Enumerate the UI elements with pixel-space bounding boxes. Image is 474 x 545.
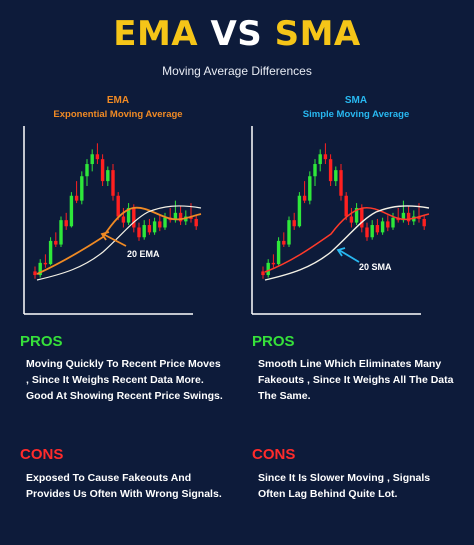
- page-subtitle: Moving Average Differences: [162, 64, 312, 78]
- sma-annotation: 20 SMA: [359, 262, 392, 272]
- ema-chart-header: EMA Exponential Moving Average: [3, 94, 233, 122]
- candle-body: [64, 220, 68, 227]
- ema-arrow: [102, 233, 127, 247]
- sma-candlestick-chart: 20 SMA: [251, 126, 430, 315]
- candle-body: [178, 212, 183, 222]
- candle-body: [380, 221, 385, 233]
- ema-cons-heading: CONS: [20, 446, 64, 463]
- candle-body: [318, 154, 322, 165]
- sma-cons-list: Since It Is Slower Moving , Signals Ofte…: [258, 470, 458, 502]
- candle-body: [80, 176, 84, 201]
- candle-body: [95, 154, 100, 160]
- candle-body: [323, 154, 328, 160]
- candle-body: [308, 176, 312, 201]
- ema-con-item: Exposed To Cause Fakeouts And Provides U…: [26, 472, 222, 500]
- title-sma: SMA: [274, 14, 361, 54]
- candle-body: [137, 227, 141, 238]
- candle-body: [406, 212, 411, 222]
- candle-body: [339, 170, 343, 196]
- sma-cons-heading: CONS: [252, 446, 296, 463]
- candle-body: [43, 262, 48, 265]
- candle-body: [90, 154, 94, 165]
- ema-annotation: 20 EMA: [127, 249, 160, 259]
- page-title: EMA VS SMA: [0, 14, 474, 54]
- ema-cons-list: Exposed To Cause Fakeouts And Provides U…: [26, 470, 226, 502]
- ema-pro-item: Good At Showing Recent Price Swings.: [26, 390, 223, 402]
- sma-heading: SMA: [344, 95, 368, 106]
- candle-body: [261, 271, 265, 276]
- title-vs: VS: [210, 14, 263, 54]
- candle-body: [344, 195, 348, 217]
- candle-body: [48, 240, 53, 265]
- candle-body: [194, 218, 198, 227]
- ema-candles: [33, 143, 198, 279]
- candle-body: [297, 195, 302, 227]
- sma-chart-header: SMA Simple Moving Average: [241, 94, 471, 122]
- candle-body: [328, 159, 333, 182]
- title-ema: EMA: [113, 14, 199, 54]
- candle-body: [132, 207, 136, 228]
- candle-body: [334, 170, 338, 182]
- sma-pros-heading: PROS: [252, 333, 295, 350]
- candle-body: [266, 262, 270, 276]
- candle-body: [54, 240, 58, 245]
- candle-body: [282, 240, 286, 245]
- sma-pros-list: Smooth Line Which Eliminates Many Fakeou…: [258, 356, 458, 404]
- ema-line: [36, 206, 202, 275]
- candle-body: [386, 221, 390, 228]
- candle-body: [417, 216, 421, 219]
- candle-body: [354, 207, 359, 223]
- candle-body: [38, 262, 42, 276]
- sma-line: [264, 205, 430, 281]
- ema-candlestick-chart: 20 EMA: [23, 126, 202, 315]
- candle-body: [74, 195, 79, 201]
- candle-body: [152, 221, 157, 233]
- ema-pros-heading: PROS: [20, 333, 63, 350]
- candle-body: [158, 221, 162, 228]
- candle-body: [365, 227, 369, 238]
- candle-body: [422, 218, 426, 227]
- sma-pro-item: Smooth Line Which Eliminates Many Fakeou…: [258, 358, 454, 402]
- sma-subheading: Simple Moving Average: [302, 109, 410, 120]
- candle-body: [126, 207, 131, 223]
- price-average-line: [264, 206, 430, 273]
- candle-body: [100, 159, 105, 182]
- sma-arrow-head: [336, 247, 346, 257]
- sma-candles: [261, 143, 426, 279]
- candle-body: [401, 212, 406, 221]
- candle-body: [313, 164, 317, 177]
- candle-body: [59, 220, 63, 245]
- candle-body: [370, 225, 374, 238]
- price-average-line: [36, 205, 202, 281]
- candle-body: [375, 225, 380, 233]
- ema-pro-item: Moving Quickly To Recent Price Moves , S…: [26, 358, 221, 386]
- candle-body: [121, 216, 126, 223]
- sma-arrow: [338, 249, 360, 263]
- ema-pros-list: Moving Quickly To Recent Price Moves , S…: [26, 356, 226, 404]
- ema-subheading: Exponential Moving Average: [53, 109, 183, 120]
- candle-body: [287, 220, 291, 245]
- candle-body: [276, 240, 281, 265]
- candle-body: [360, 207, 364, 228]
- candle-body: [349, 216, 354, 223]
- ema-arrow-head: [100, 231, 110, 241]
- candle-body: [271, 262, 276, 265]
- candle-body: [69, 195, 74, 227]
- sma-con-item: Since It Is Slower Moving , Signals Ofte…: [258, 472, 431, 500]
- candle-body: [111, 170, 115, 196]
- candle-body: [116, 195, 120, 217]
- candle-body: [147, 225, 152, 233]
- candle-body: [106, 170, 110, 182]
- candle-body: [173, 212, 178, 221]
- ema-heading: EMA: [106, 95, 130, 106]
- candle-body: [292, 220, 296, 227]
- candle-body: [33, 271, 37, 276]
- candle-body: [391, 217, 395, 228]
- candle-body: [85, 164, 89, 177]
- candle-body: [142, 225, 146, 238]
- candle-body: [189, 216, 193, 219]
- candle-body: [163, 217, 167, 228]
- candle-body: [302, 195, 307, 201]
